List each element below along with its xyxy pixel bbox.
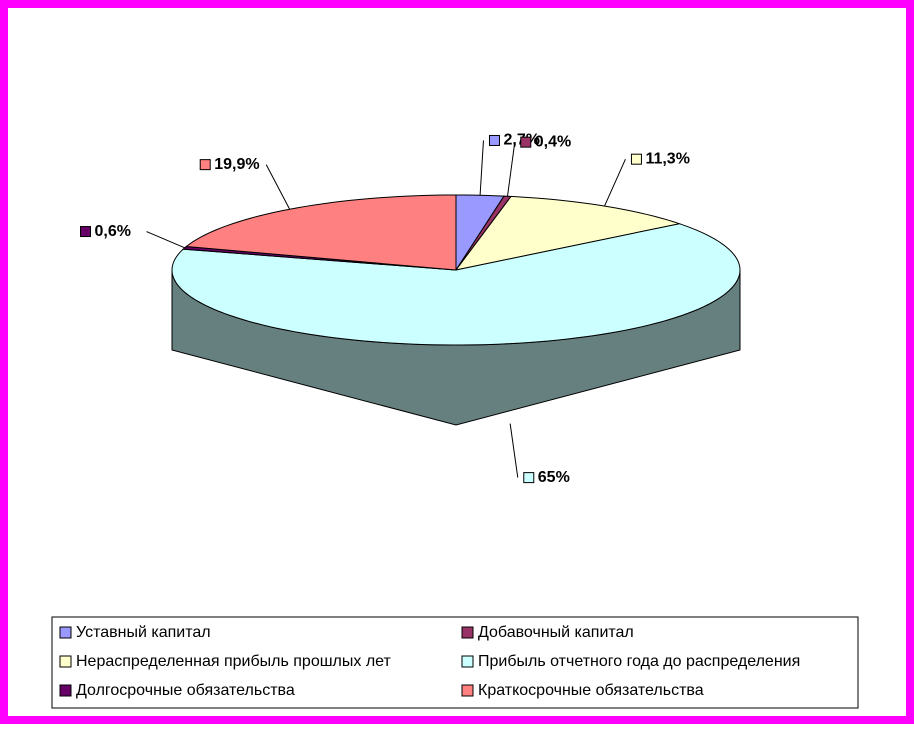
legend-key: [59, 684, 72, 697]
label-key: [199, 159, 211, 171]
leader-line: [507, 142, 516, 197]
legend-key: [461, 684, 474, 697]
legend-key: [59, 655, 72, 668]
label-key: [488, 134, 500, 146]
legend-label: Долгосрочные обязательства: [76, 682, 295, 699]
label-key: [520, 136, 532, 148]
slice: [171, 223, 741, 346]
legend-key: [461, 655, 474, 668]
leader-line: [604, 158, 626, 207]
data-label: 0,6%: [95, 223, 131, 240]
leader-line: [509, 423, 519, 478]
legend-label: Уставный капитал: [76, 624, 211, 641]
leader-line: [265, 164, 291, 210]
legend-label: Прибыль отчетного года до распределения: [478, 653, 800, 670]
data-label: 19,9%: [214, 156, 259, 173]
legend-label: Краткосрочные обязательства: [478, 682, 704, 699]
label-key: [80, 226, 92, 238]
legend-box: [51, 616, 859, 709]
data-label: 11,3%: [645, 150, 689, 167]
leader-line: [479, 140, 484, 196]
legend-key: [461, 626, 474, 639]
leader-line: [146, 231, 185, 249]
label-key: [630, 153, 642, 165]
data-label: 65%: [538, 469, 570, 486]
slice: [454, 195, 682, 271]
legend-key: [59, 626, 72, 639]
legend-label: Добавочный капитал: [478, 624, 634, 641]
data-label: 0,4%: [535, 133, 571, 150]
legend-label: Нераспределенная прибыль прошлых лет: [76, 653, 392, 670]
label-key: [523, 472, 535, 484]
